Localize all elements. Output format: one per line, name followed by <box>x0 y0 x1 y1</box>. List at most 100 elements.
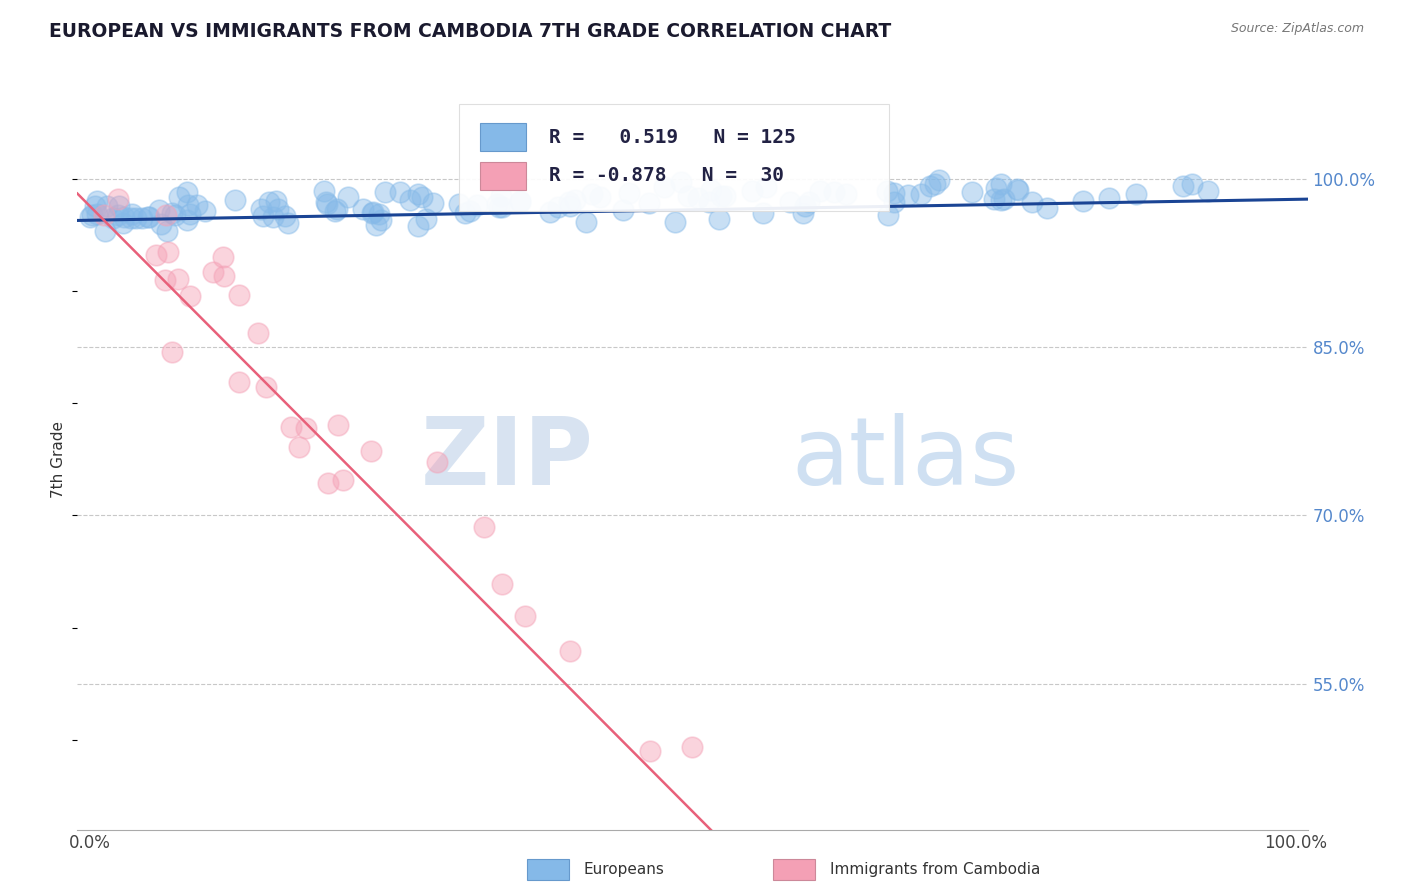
Y-axis label: 7th Grade: 7th Grade <box>51 421 66 498</box>
Point <box>990 177 1012 191</box>
Text: R =   0.519   N = 125: R = 0.519 N = 125 <box>548 128 796 147</box>
Bar <box>479 123 526 152</box>
Point <box>688 191 710 205</box>
Point <box>669 175 692 189</box>
Point <box>509 195 531 210</box>
Point <box>453 206 475 220</box>
Point <box>315 194 337 209</box>
Point <box>1071 194 1094 208</box>
Point <box>212 250 235 264</box>
Point <box>883 186 905 200</box>
Point <box>918 178 941 193</box>
Point <box>924 178 946 192</box>
Point <box>1125 186 1147 201</box>
Point <box>250 202 273 217</box>
Point <box>406 187 429 202</box>
Point <box>710 189 733 203</box>
Point <box>194 204 217 219</box>
Point <box>374 185 396 199</box>
Point <box>328 417 350 432</box>
Point <box>564 193 586 207</box>
Point <box>993 192 1015 206</box>
Point <box>166 272 188 286</box>
Point <box>316 196 339 211</box>
Point <box>681 739 703 754</box>
Point <box>79 210 101 224</box>
Point <box>101 211 124 225</box>
Text: EUROPEAN VS IMMIGRANTS FROM CAMBODIA 7TH GRADE CORRELATION CHART: EUROPEAN VS IMMIGRANTS FROM CAMBODIA 7TH… <box>49 22 891 41</box>
Point <box>581 186 603 201</box>
Point <box>367 207 389 221</box>
Point <box>107 208 129 222</box>
Point <box>212 269 235 284</box>
Point <box>112 210 135 224</box>
Point <box>201 265 224 279</box>
Point <box>366 218 388 232</box>
Point <box>486 197 509 211</box>
Point <box>547 200 569 214</box>
Point <box>1005 182 1028 196</box>
Point <box>928 173 950 187</box>
Point <box>557 194 579 209</box>
Point <box>360 444 382 458</box>
Point <box>252 209 274 223</box>
Point <box>465 198 488 212</box>
Point <box>332 473 354 487</box>
Point <box>86 194 108 208</box>
Point <box>148 202 170 217</box>
Point <box>280 420 302 434</box>
Point <box>910 186 932 201</box>
Point <box>352 202 374 216</box>
Point <box>120 211 142 226</box>
Point <box>165 208 187 222</box>
Point <box>224 194 246 208</box>
Point <box>619 186 641 201</box>
Point <box>640 744 662 758</box>
Point <box>179 207 201 221</box>
Point <box>176 185 198 199</box>
Point <box>415 211 437 226</box>
Point <box>676 188 699 202</box>
Point <box>797 195 820 210</box>
Point <box>1036 201 1059 215</box>
Point <box>422 195 444 210</box>
Point <box>121 207 143 221</box>
Point <box>316 476 339 491</box>
Point <box>156 245 179 260</box>
Text: R = -0.878   N =  30: R = -0.878 N = 30 <box>548 166 783 186</box>
Point <box>176 213 198 227</box>
Point <box>1007 183 1029 197</box>
Point <box>877 208 900 222</box>
Point <box>247 326 270 340</box>
Point <box>792 206 814 220</box>
Point <box>741 184 763 198</box>
Point <box>411 189 433 203</box>
Point <box>538 204 561 219</box>
Point <box>713 188 735 202</box>
Point <box>835 187 858 202</box>
Point <box>491 200 513 214</box>
Point <box>186 198 208 212</box>
Point <box>876 185 898 199</box>
Point <box>488 201 510 215</box>
Point <box>138 211 160 225</box>
Point <box>228 288 250 302</box>
Point <box>1021 194 1043 209</box>
Point <box>325 202 347 216</box>
Point <box>426 455 449 469</box>
Point <box>509 194 531 208</box>
Point <box>458 204 481 219</box>
Point <box>983 192 1005 206</box>
Point <box>1197 185 1219 199</box>
Point <box>257 194 280 209</box>
Text: Immigrants from Cambodia: Immigrants from Cambodia <box>830 863 1040 877</box>
Point <box>472 520 495 534</box>
Point <box>155 208 177 222</box>
Point <box>264 194 287 209</box>
Point <box>823 186 845 200</box>
Point <box>751 205 773 219</box>
Point <box>360 206 382 220</box>
Point <box>406 219 429 234</box>
Point <box>96 199 118 213</box>
Point <box>145 248 167 262</box>
